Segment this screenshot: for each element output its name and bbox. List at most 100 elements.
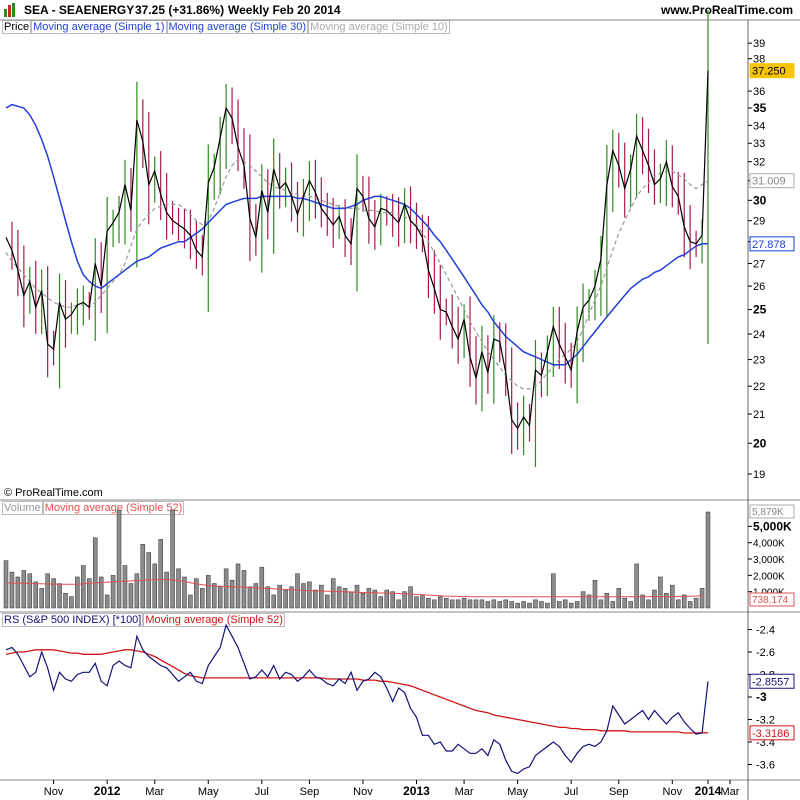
volume-bar (449, 599, 455, 609)
volume-bar (164, 571, 169, 609)
price-axis-label: 29 (753, 216, 765, 228)
legend-rs[interactable]: RS (S&P 500 INDEX) [*100] (2, 613, 144, 627)
ma10-value-label-box (749, 173, 795, 189)
legend-ma10[interactable]: Moving average (Simple 10) (308, 20, 450, 34)
volume-bar (170, 509, 175, 609)
x-axis-label: May (507, 786, 528, 798)
x-axis-label: Jul (564, 786, 578, 798)
price-axis-label: 36 (753, 86, 765, 98)
volume-axis-label: 3,000K (753, 555, 785, 566)
volume-bar (705, 511, 711, 609)
volume-bar (509, 601, 514, 609)
rs-line (5, 623, 709, 775)
volume-bar (342, 588, 348, 609)
volume-bar (69, 596, 74, 609)
legend-price[interactable]: Price (2, 20, 32, 34)
volume-bar (634, 563, 639, 609)
rs-axis-label: -3.6 (756, 760, 775, 772)
volume-bar (122, 565, 128, 609)
volume-bar (622, 597, 627, 609)
volume-bar (687, 601, 693, 609)
volume-bar (414, 596, 419, 609)
volume-max-label: 5,879K (752, 507, 784, 518)
price-axis-label: 35 (753, 101, 767, 115)
volume-bar (402, 591, 407, 609)
copyright-label: © ProRealTime.com (4, 487, 103, 499)
volume-bar (521, 601, 526, 609)
volume-bar (360, 593, 366, 609)
x-axis-label: 2013 (403, 784, 430, 798)
price-axis-label: 33 (753, 138, 765, 150)
legend-ma30[interactable]: Moving average (Simple 30) (166, 20, 309, 34)
chart-header: SEA - SEAENERGY 37.25 (+31.86%) Weekly F… (0, 0, 800, 20)
volume-bar (586, 594, 592, 609)
volume-bar (652, 589, 657, 609)
volume-bar (27, 573, 33, 609)
volume-bar (81, 565, 86, 609)
last-price-label-box (749, 63, 795, 79)
volume-bar (455, 599, 461, 609)
volume-bar (461, 597, 467, 609)
volume-bar (408, 586, 413, 609)
ma30-line (5, 103, 708, 366)
volume-bar (432, 599, 437, 609)
volume-bar (9, 571, 15, 609)
price-axis-label: 23 (753, 355, 765, 367)
volume-bar (354, 584, 360, 609)
volume-bar (45, 573, 50, 609)
volume-bar (98, 576, 104, 609)
price-axis-label: 25 (753, 303, 767, 317)
volume-bar (206, 575, 211, 609)
volume-axis-label: 4,000K (753, 539, 785, 550)
legend-rs-ma52[interactable]: Moving average (Simple 52) (143, 613, 285, 627)
volume-bar (372, 589, 378, 609)
volume-bar (551, 573, 556, 609)
x-axis-label: 2012 (94, 784, 121, 798)
x-axis-label: 2014 (695, 784, 722, 798)
volume-legend: Volume Moving average (Simple 52) (2, 501, 185, 515)
volume-bar (92, 537, 98, 609)
legend-volume-ma52[interactable]: Moving average (Simple 52) (42, 501, 185, 515)
volume-bar (265, 586, 271, 609)
volume-bar (75, 576, 80, 609)
price-axis-label: 19 (753, 469, 765, 481)
volume-bar (104, 594, 110, 609)
volume-bar (384, 589, 389, 609)
price-axis-label: 30 (753, 193, 767, 207)
symbol-label: SEA - SEAENERGY (24, 3, 135, 17)
volume-axis-label: 2,000K (753, 571, 785, 582)
x-axis-label: Nov (44, 786, 64, 798)
price-axis-label: 32 (753, 157, 765, 169)
volume-bar (592, 579, 598, 609)
volume-bar (580, 591, 586, 609)
volume-bar (467, 599, 473, 609)
x-axis-label: Mar (455, 786, 474, 798)
volume-bar (194, 578, 199, 609)
price-axis-label: 27 (753, 258, 765, 270)
legend-ma1[interactable]: Moving average (Simple 1) (31, 20, 167, 34)
volume-ma52-line (5, 579, 703, 598)
x-axis-label: Sep (300, 786, 320, 798)
volume-bar (515, 602, 520, 609)
volume-bar (438, 596, 443, 609)
volume-bar (420, 594, 425, 609)
volume-bar (21, 570, 27, 609)
volume-bar (539, 601, 544, 609)
volume-bar (699, 588, 705, 609)
last-price-label: 37.250 (752, 66, 786, 78)
price-axis-label: 26 (753, 281, 765, 293)
volume-bar (176, 568, 181, 609)
legend-volume[interactable]: Volume (2, 501, 43, 515)
volume-bar (152, 563, 157, 609)
x-axis-label: Jul (255, 786, 269, 798)
volume-bar (63, 593, 68, 609)
volume-bar (33, 581, 38, 609)
volume-bar (378, 596, 384, 609)
site-label: www.ProRealTime.com (661, 3, 794, 17)
x-axis-label: Mar (721, 786, 740, 798)
volume-bar (628, 601, 633, 609)
ma10-value-label: 31.009 (752, 176, 786, 188)
volume-bar (57, 583, 62, 609)
volume-max-box (749, 504, 795, 519)
